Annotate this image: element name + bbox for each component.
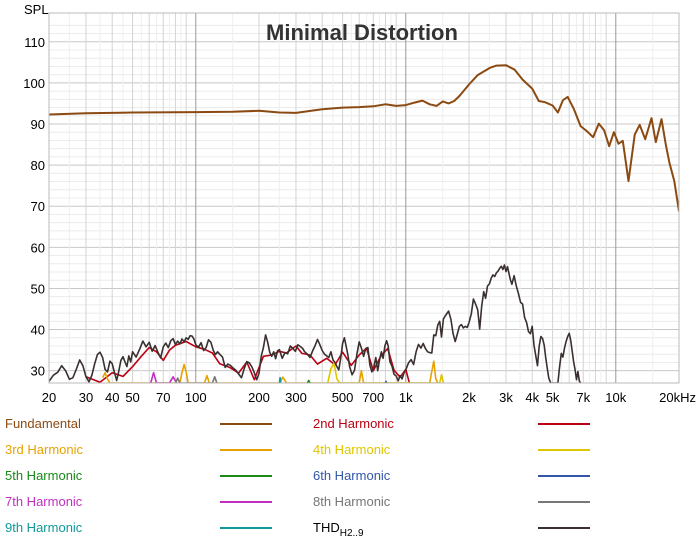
x-tick-label: 30: [79, 390, 93, 405]
y-tick-label: 110: [24, 35, 45, 50]
plot-frame: [48, 12, 680, 384]
series-line-6th-harmonic: [384, 380, 388, 383]
x-tick-label: 100: [185, 390, 207, 405]
y-tick-label: 30: [31, 364, 45, 379]
series-layer: [49, 64, 679, 383]
x-tick-label: 5k: [546, 390, 560, 405]
series-line-5th-harmonic: [306, 379, 311, 383]
y-tick-label: 70: [31, 199, 45, 214]
x-axis-ticks: 20 30 40 50 70 100 200 300 500 700 1k 2k 3k 4k 5k 7k 10k…: [42, 390, 696, 405]
x-tick-label: 700: [362, 390, 384, 405]
series-line-9th-harmonic: [278, 376, 282, 383]
series-line-thd: [49, 264, 582, 383]
x-tick-label: 1k: [399, 390, 413, 405]
y-axis-ticks: 30 40 50 60 70 80 90 100 110: [23, 35, 45, 379]
series-line-3rd-harmonic: [101, 360, 439, 383]
x-tick-label: 40: [105, 390, 119, 405]
legend-label: Fundamental: [5, 416, 81, 431]
legend-label-subscript: H2..9: [340, 528, 364, 539]
x-tick-label: 70: [156, 390, 170, 405]
legend-label: 7th Harmonic: [5, 494, 83, 509]
series-line-fundamental: [49, 64, 679, 212]
series-line-4th-harmonic: [326, 362, 445, 383]
x-tick-label: 3k: [499, 390, 513, 405]
x-tick-label: 200: [248, 390, 270, 405]
x-tick-label: 500: [332, 390, 354, 405]
series-line-7th-harmonic: [149, 371, 178, 383]
x-tick-label: 10k: [605, 390, 626, 405]
x-tick-label: 20: [42, 390, 56, 405]
y-tick-label: 40: [31, 323, 45, 338]
legend: Fundamental 2nd Harmonic 3rd Harmonic 4th H…: [5, 416, 590, 539]
series-line-8th-harmonic: [174, 376, 218, 383]
x-tick-label: 2k: [462, 390, 476, 405]
legend-label: 9th Harmonic: [5, 520, 83, 535]
legend-label: 4th Harmonic: [313, 442, 391, 457]
x-tick-label: 4k: [525, 390, 539, 405]
y-tick-label: 90: [31, 117, 45, 132]
chart-title: Minimal Distortion: [266, 20, 458, 45]
legend-label: 8th Harmonic: [313, 494, 391, 509]
grid-lines: [48, 13, 680, 383]
x-tick-label: 50: [125, 390, 139, 405]
y-axis-label: SPL: [24, 2, 49, 17]
x-tick-label: 20kHz: [659, 390, 696, 405]
y-tick-label: 50: [31, 281, 45, 296]
y-tick-label: 80: [31, 158, 45, 173]
legend-label: 6th Harmonic: [313, 468, 391, 483]
legend-label: THDH2..9: [313, 520, 364, 539]
y-tick-label: 60: [31, 240, 45, 255]
legend-label: 5th Harmonic: [5, 468, 83, 483]
legend-label: 3rd Harmonic: [5, 442, 84, 457]
x-tick-label: 7k: [576, 390, 590, 405]
legend-label: 2nd Harmonic: [313, 416, 394, 431]
x-tick-label: 300: [285, 390, 307, 405]
y-tick-label: 100: [23, 76, 45, 91]
